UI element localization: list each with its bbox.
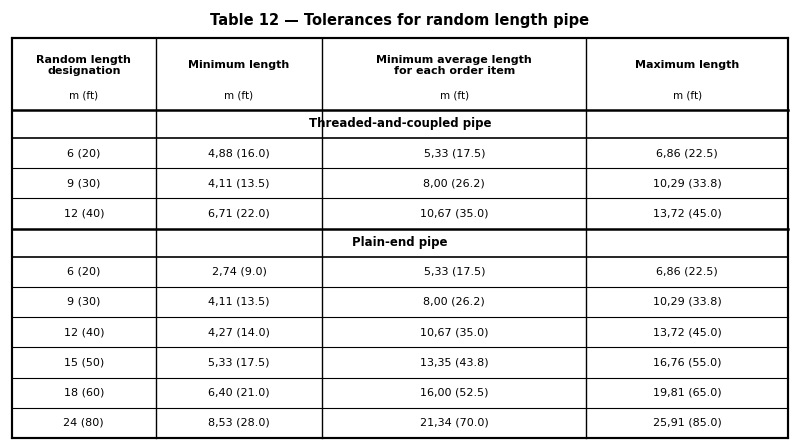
Text: Threaded-and-coupled pipe: Threaded-and-coupled pipe xyxy=(309,117,491,131)
Text: 16,76 (55.0): 16,76 (55.0) xyxy=(653,357,722,368)
Text: 24 (80): 24 (80) xyxy=(63,418,104,428)
Text: 6,86 (22.5): 6,86 (22.5) xyxy=(656,148,718,158)
Text: 21,34 (70.0): 21,34 (70.0) xyxy=(420,418,489,428)
Text: 19,81 (65.0): 19,81 (65.0) xyxy=(653,388,722,398)
Text: 5,33 (17.5): 5,33 (17.5) xyxy=(423,267,485,277)
Text: 8,53 (28.0): 8,53 (28.0) xyxy=(208,418,270,428)
Text: m (ft): m (ft) xyxy=(673,91,702,101)
Text: 9 (30): 9 (30) xyxy=(67,297,101,307)
Text: 12 (40): 12 (40) xyxy=(63,209,104,219)
Text: 6 (20): 6 (20) xyxy=(67,267,101,277)
Text: m (ft): m (ft) xyxy=(440,91,469,101)
Text: 8,00 (26.2): 8,00 (26.2) xyxy=(423,178,485,188)
Text: 10,29 (33.8): 10,29 (33.8) xyxy=(653,178,722,188)
Text: 4,11 (13.5): 4,11 (13.5) xyxy=(208,297,270,307)
Text: 12 (40): 12 (40) xyxy=(63,327,104,337)
Text: m (ft): m (ft) xyxy=(70,91,98,101)
Text: 6,40 (21.0): 6,40 (21.0) xyxy=(208,388,270,398)
Text: 6,86 (22.5): 6,86 (22.5) xyxy=(656,267,718,277)
Text: 5,33 (17.5): 5,33 (17.5) xyxy=(208,357,270,368)
Text: 13,72 (45.0): 13,72 (45.0) xyxy=(653,209,722,219)
Text: 10,67 (35.0): 10,67 (35.0) xyxy=(420,327,489,337)
Text: Plain-end pipe: Plain-end pipe xyxy=(352,236,448,249)
Text: 5,33 (17.5): 5,33 (17.5) xyxy=(423,148,485,158)
Text: 13,72 (45.0): 13,72 (45.0) xyxy=(653,327,722,337)
Text: 10,67 (35.0): 10,67 (35.0) xyxy=(420,209,489,219)
Text: m (ft): m (ft) xyxy=(225,91,254,101)
Text: 10,29 (33.8): 10,29 (33.8) xyxy=(653,297,722,307)
Text: 13,35 (43.8): 13,35 (43.8) xyxy=(420,357,489,368)
Text: 6,71 (22.0): 6,71 (22.0) xyxy=(208,209,270,219)
Text: 16,00 (52.5): 16,00 (52.5) xyxy=(420,388,489,398)
Bar xyxy=(12,38,788,438)
Text: 18 (60): 18 (60) xyxy=(63,388,104,398)
Text: 2,74 (9.0): 2,74 (9.0) xyxy=(211,267,266,277)
Text: Minimum length: Minimum length xyxy=(188,60,290,70)
Text: Maximum length: Maximum length xyxy=(635,60,739,70)
Text: 15 (50): 15 (50) xyxy=(64,357,104,368)
Text: 4,88 (16.0): 4,88 (16.0) xyxy=(208,148,270,158)
Text: Table 12 — Tolerances for random length pipe: Table 12 — Tolerances for random length … xyxy=(210,12,590,28)
Text: 8,00 (26.2): 8,00 (26.2) xyxy=(423,297,485,307)
Text: 9 (30): 9 (30) xyxy=(67,178,101,188)
Text: 25,91 (85.0): 25,91 (85.0) xyxy=(653,418,722,428)
Text: 4,27 (14.0): 4,27 (14.0) xyxy=(208,327,270,337)
Text: 4,11 (13.5): 4,11 (13.5) xyxy=(208,178,270,188)
Text: 6 (20): 6 (20) xyxy=(67,148,101,158)
Text: Random length
designation: Random length designation xyxy=(36,54,131,76)
Text: Minimum average length
for each order item: Minimum average length for each order it… xyxy=(377,54,532,76)
